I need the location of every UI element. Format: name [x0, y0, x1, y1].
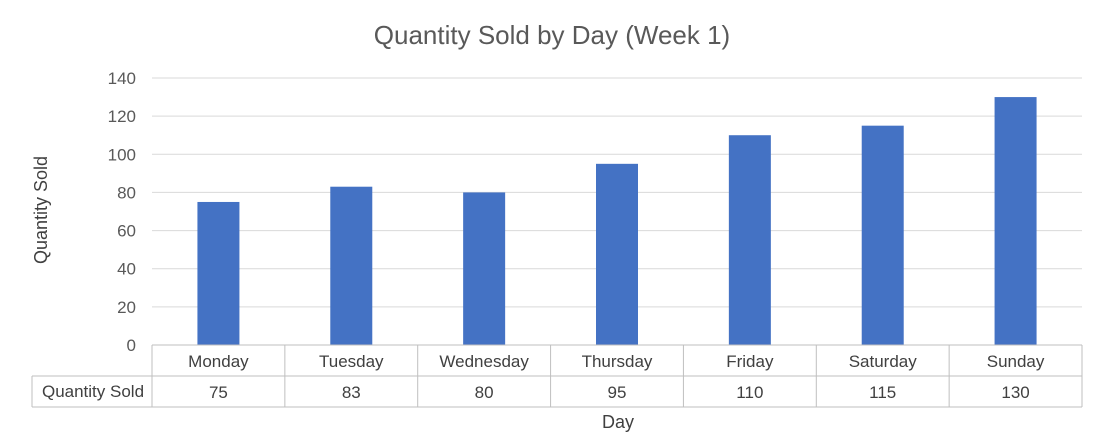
x-category-label: Saturday: [849, 352, 918, 371]
data-table-value: 110: [736, 383, 763, 402]
y-tick-label: 140: [108, 69, 136, 88]
data-table-series-label: Quantity Sold: [42, 382, 144, 401]
bar: [596, 163, 638, 345]
y-tick-label: 60: [117, 222, 136, 241]
data-table-value: 130: [1001, 383, 1029, 402]
x-category-label: Wednesday: [439, 352, 529, 371]
bars: [197, 97, 1037, 345]
data-table-value: 83: [342, 383, 361, 402]
x-category-label: Tuesday: [319, 352, 384, 371]
x-category-label: Monday: [188, 352, 249, 371]
y-axis-ticks: 0 20 40 60 80 100 120 140: [108, 69, 136, 355]
data-table-value: 95: [608, 383, 627, 402]
x-category-label: Thursday: [582, 352, 653, 371]
data-table-value: 75: [209, 383, 228, 402]
y-tick-label: 40: [117, 260, 136, 279]
bar: [861, 125, 904, 345]
data-table-value: 115: [869, 383, 896, 402]
x-category-label: Sunday: [987, 352, 1045, 371]
y-tick-label: 20: [117, 298, 136, 317]
y-tick-label: 80: [117, 183, 136, 202]
y-tick-label: 120: [108, 107, 136, 126]
bar: [728, 135, 771, 345]
y-tick-label: 0: [127, 336, 136, 355]
bar: [994, 97, 1037, 345]
bar: [463, 192, 506, 345]
y-tick-label: 100: [108, 145, 136, 164]
x-category-label: Friday: [726, 352, 774, 371]
chart-title: Quantity Sold by Day (Week 1): [374, 20, 730, 50]
data-table-value: 80: [475, 383, 494, 402]
bar: [330, 186, 373, 345]
data-table: Monday 75 Tuesday 83 Wednesday 80 Thursday 95 Fr…: [31, 344, 1083, 408]
bar: [197, 201, 240, 345]
y-axis-title: Quantity Sold: [31, 156, 51, 264]
x-axis-title: Day: [602, 412, 634, 432]
